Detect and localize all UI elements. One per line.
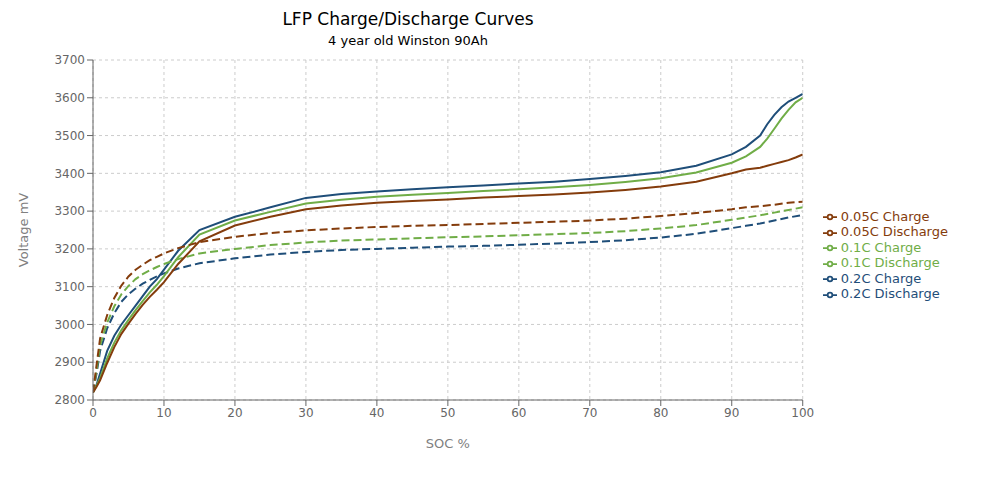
svg-text:10: 10	[156, 406, 171, 420]
svg-text:2900: 2900	[54, 355, 85, 369]
html-text:4 year old Winston 90Ah: 4 year old Winston 90Ah	[328, 33, 488, 48]
svg-text:3400: 3400	[54, 167, 85, 181]
svg-text:100: 100	[791, 406, 814, 420]
html-text:0.1C Discharge: 0.1C Discharge	[840, 255, 940, 270]
html-text:0.05C Discharge: 0.05C Discharge	[840, 224, 948, 239]
svg-text:50: 50	[440, 406, 455, 420]
svg-text:2800: 2800	[54, 393, 85, 407]
svg-text:40: 40	[369, 406, 384, 420]
html-text:0.2C Charge: 0.2C Charge	[840, 270, 922, 286]
html-text:LFP Charge/Discharge Curves: LFP Charge/Discharge Curves	[282, 9, 534, 29]
svg-text:80: 80	[653, 406, 668, 420]
svg-text:Voltage mV: Voltage mV	[16, 193, 31, 268]
svg-text:3100: 3100	[54, 280, 85, 294]
html-text:0.2C Discharge: 0.2C Discharge	[840, 286, 940, 301]
svg-text:0: 0	[89, 406, 97, 420]
html-text:0.1C Charge: 0.1C Charge	[840, 239, 922, 255]
svg-text:3000: 3000	[54, 318, 85, 332]
svg-text:20: 20	[227, 406, 242, 420]
svg-text:3200: 3200	[54, 242, 85, 256]
svg-text:30: 30	[298, 406, 313, 420]
html-text:0.05C Charge: 0.05C Charge	[840, 208, 930, 224]
svg-text:3300: 3300	[54, 204, 85, 218]
svg-text:3600: 3600	[54, 91, 85, 105]
svg-text:60: 60	[511, 406, 526, 420]
svg-text:90: 90	[724, 406, 739, 420]
svg-text:SOC %: SOC %	[426, 436, 470, 451]
svg-text:3700: 3700	[54, 53, 85, 67]
svg-text:3500: 3500	[54, 129, 85, 143]
svg-text:70: 70	[582, 406, 597, 420]
